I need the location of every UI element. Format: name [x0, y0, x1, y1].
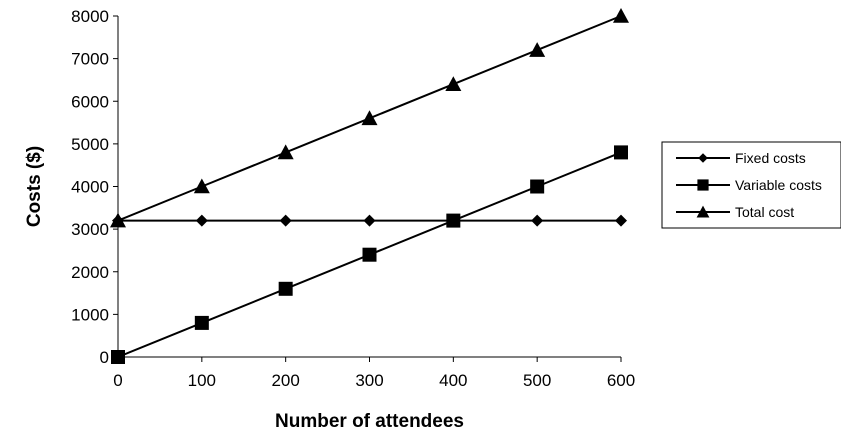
data-point — [278, 281, 293, 296]
legend-item: Variable costs — [676, 177, 822, 193]
x-tick-label: 0 — [113, 371, 122, 390]
legend-item: Total cost — [676, 204, 794, 220]
legend-label: Variable costs — [735, 177, 822, 193]
data-point — [446, 213, 461, 228]
data-point — [193, 178, 210, 194]
y-tick-label: 7000 — [71, 50, 109, 69]
legend: Fixed costs Variable costs Total cost — [661, 141, 841, 229]
x-tick-label: 300 — [355, 371, 383, 390]
y-tick-label: 8000 — [71, 7, 109, 26]
data-point — [615, 214, 627, 227]
y-tick-label: 2000 — [71, 263, 109, 282]
series-variable-costs — [111, 145, 628, 364]
y-tick-label: 6000 — [71, 92, 109, 111]
legend-label: Total cost — [735, 204, 794, 220]
data-point — [277, 144, 294, 160]
x-tick-label: 200 — [271, 371, 299, 390]
y-tick-label: 1000 — [71, 305, 109, 324]
data-point — [110, 212, 126, 228]
data-point — [529, 42, 546, 57]
legend-marker — [696, 205, 710, 218]
y-tick-label: 0 — [100, 348, 109, 367]
data-point — [613, 8, 629, 23]
legend-marker — [697, 179, 709, 191]
y-tick-label: 5000 — [71, 135, 109, 154]
series-fixed-costs — [112, 214, 627, 227]
y-tick-label: 4000 — [71, 178, 109, 197]
data-point — [194, 315, 209, 330]
data-point — [361, 110, 378, 126]
x-tick-label: 500 — [523, 371, 551, 390]
x-tick-label: 100 — [188, 371, 216, 390]
data-point — [195, 214, 208, 227]
data-point — [363, 214, 376, 227]
data-point — [111, 350, 125, 364]
data-point — [530, 179, 545, 194]
data-point — [531, 214, 544, 227]
y-tick-label: 3000 — [71, 220, 109, 239]
y-axis-title: Costs ($) — [24, 146, 45, 227]
data-point — [614, 145, 628, 160]
data-point — [279, 214, 292, 227]
legend-label: Fixed costs — [735, 150, 806, 166]
x-tick-label: 600 — [607, 371, 635, 390]
data-point — [445, 76, 462, 91]
series-total-cost — [110, 8, 629, 228]
plot-area — [110, 8, 629, 364]
data-point — [362, 247, 377, 262]
legend-item: Fixed costs — [676, 150, 806, 166]
axes: 0 1000 2000 3000 4000 5000 6000 7000 8000 0 100 200… — [71, 7, 635, 390]
legend-marker — [698, 153, 708, 163]
x-axis-title: Number of attendees — [275, 411, 464, 432]
x-tick-label: 400 — [439, 371, 467, 390]
